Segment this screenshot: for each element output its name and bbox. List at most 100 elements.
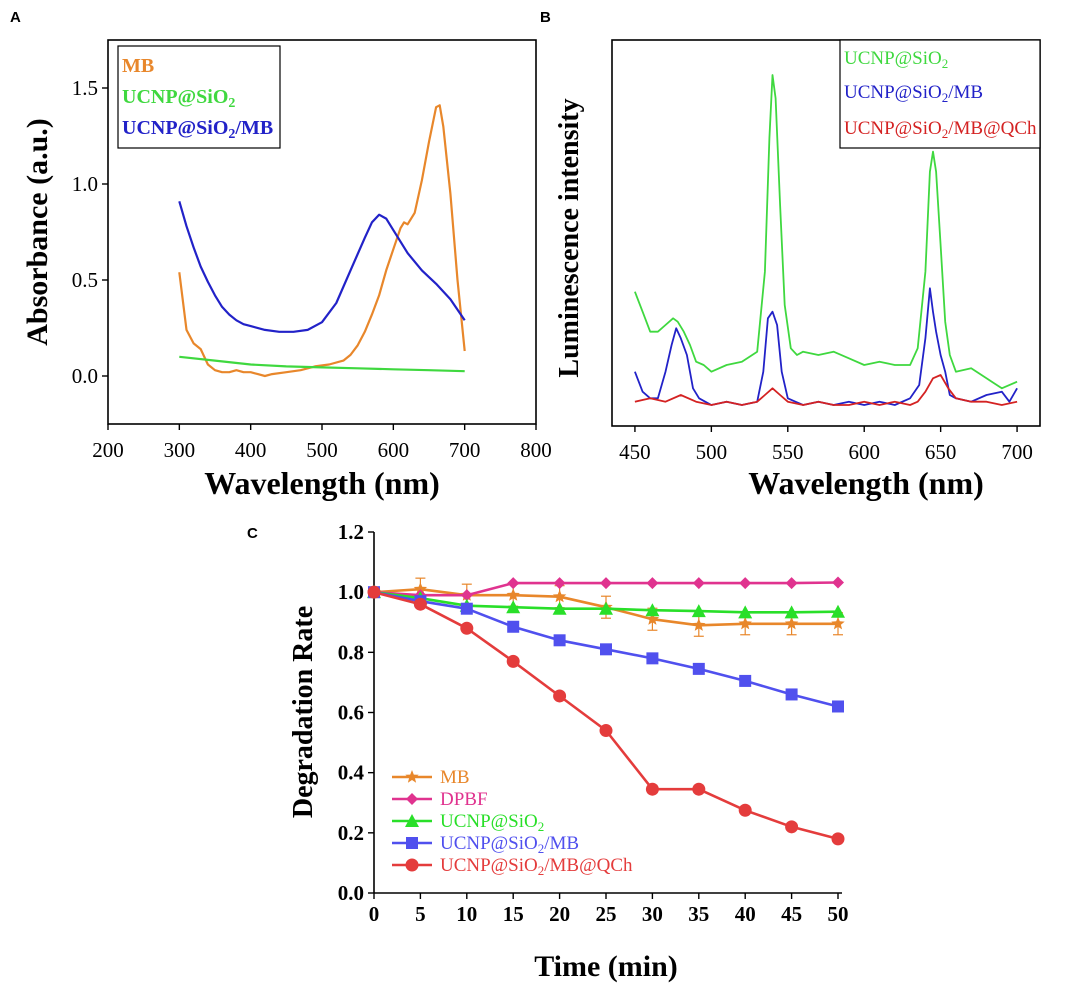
panel-b-x-tick-label: 500 (696, 440, 728, 464)
panel-c-point-dpbf (692, 577, 705, 590)
panel-b-series-ucnp-sio2-mb (634, 287, 1018, 406)
panel-c-point-ucnp-sio2-mb-qch (785, 820, 799, 834)
panel-c-point-ucnp-sio2 (784, 605, 799, 619)
panel-c-point-ucnp-sio2-mb (600, 643, 612, 656)
panel-c: C 0 5 10 15 20 25 30 35 40 45 50 0.0 0.2 0.4 0.6 0.8 1.0… (247, 520, 849, 983)
panel-a-series-ucnp-sio2-mb (178, 200, 466, 333)
panel-b-x-tick-label: 600 (848, 440, 880, 464)
panel-c-x-tick-label: 40 (735, 902, 756, 926)
panel-a-x-tick-label: 200 (92, 438, 124, 462)
panel-b-x-title: Wavelength (nm) (748, 465, 984, 501)
panel-c-point-ucnp-sio2-mb-qch (506, 654, 520, 668)
panel-c-series (367, 576, 845, 846)
panel-c-point-ucnp-sio2-mb-qch (413, 597, 427, 611)
panel-c-point-mb (692, 618, 706, 631)
panel-b-legend-ucnp-sio2: UCNP@SiO2 (844, 48, 948, 71)
panel-c-point-ucnp-sio2 (552, 601, 567, 615)
panel-c-point-ucnp-sio2 (691, 604, 706, 618)
panel-c-point-ucnp-sio2 (738, 605, 753, 619)
panel-a-y-axis: 0.0 0.5 1.0 1.5 (72, 76, 108, 388)
panel-c-point-dpbf (646, 577, 659, 590)
panel-b-legend-box (839, 39, 1041, 149)
panel-a-series-mb (178, 104, 466, 378)
panel-c-point-ucnp-sio2-mb (553, 634, 566, 647)
panel-c-point-dpbf (600, 577, 612, 590)
panel-c-legend: MB DPBF UCNP@SiO2 UCNP@SiO2/MB UCNP@SiO2… (392, 767, 633, 878)
panel-c-y-tick-label: 0.0 (338, 881, 364, 905)
panel-c-point-dpbf (832, 576, 844, 589)
panel-a-label: A (10, 9, 21, 26)
panel-c-point-dpbf (739, 577, 752, 590)
panel-c-point-ucnp-sio2 (831, 604, 845, 618)
panel-a-y-tick-label: 0.5 (72, 268, 98, 292)
panel-a-x-tick-label: 600 (378, 438, 410, 462)
panel-c-legend-ucnp-sio2-mb-qch: UCNP@SiO2/MB@QCh (440, 855, 633, 878)
panel-c-x-tick-label: 0 (369, 902, 380, 926)
panel-c-point-ucnp-sio2-mb (460, 602, 473, 615)
panel-c-point-mb (552, 589, 567, 603)
panel-c-point-mb (738, 616, 752, 630)
panel-a-x-tick-label: 500 (306, 438, 338, 462)
panel-c-point-mb (831, 616, 845, 630)
panel-c-point-ucnp-sio2-mb (785, 688, 798, 701)
panel-b-frame (611, 39, 1041, 427)
panel-a-series-ucnp-sio2 (179, 355, 465, 373)
panel-c-legend-marker-ucnp-sio2-mb-qch (405, 858, 419, 872)
panel-c-x-tick-label: 50 (828, 902, 849, 926)
panel-c-point-ucnp-sio2-mb (507, 620, 520, 633)
panel-c-x-tick-label: 45 (781, 902, 802, 926)
panel-b-x-tick-label: 450 (619, 440, 651, 464)
panel-a-y-title: Absorbance (a.u.) (21, 118, 54, 346)
panel-a-legend-mb: MB (122, 55, 154, 77)
panel-c-point-ucnp-sio2 (599, 601, 613, 615)
panel-a-x-tick-label: 400 (235, 438, 267, 462)
panel-b-series-ucnp-sio2 (634, 74, 1018, 390)
panel-c-legend-marker-mb (405, 770, 419, 783)
panel-c-point-dpbf (460, 589, 473, 602)
panel-a-x-title: Wavelength (nm) (204, 465, 440, 501)
panel-c-legend-dpbf: DPBF (440, 789, 488, 810)
panel-a-x-axis: 200 300 400 500 600 700 800 (92, 424, 552, 462)
panel-b-series-ucnp-sio2-mb-qch (634, 374, 1018, 406)
panel-c-point-mb (413, 582, 428, 595)
panel-c-legend-marker-ucnp-sio2-mb (406, 837, 418, 849)
panel-c-point-ucnp-sio2-mb (646, 652, 659, 665)
panel-a-y-tick-label: 0.0 (72, 364, 98, 388)
panel-a: A 200 300 400 500 600 700 800 0.0 0.5 1.0 1.5 Wav… (10, 9, 552, 501)
panel-c-point-ucnp-sio2-mb (832, 700, 844, 713)
panel-a-x-tick-label: 700 (449, 438, 481, 462)
panel-c-point-ucnp-sio2-mb-qch (831, 832, 845, 846)
panel-b-legend-ucnp-sio2-mb: UCNP@SiO2/MB (844, 82, 983, 105)
panel-c-axes: 0 5 10 15 20 25 30 35 40 45 50 0.0 0.2 0.4 0.6 0.8 1.0 1.… (338, 520, 849, 926)
panel-b-series (634, 74, 1018, 406)
panel-c-point-ucnp-sio2 (645, 603, 660, 617)
panel-c-label: C (247, 525, 258, 542)
panel-c-point-ucnp-sio2-mb-qch (367, 585, 381, 599)
panel-c-x-tick-label: 15 (503, 902, 524, 926)
panel-b-legend-ucnp-sio2-mb-qch: UCNP@SiO2/MB@QCh (844, 118, 1037, 141)
panel-c-point-ucnp-sio2-mb-qch (460, 621, 474, 635)
panel-c-y-tick-label: 0.8 (338, 640, 364, 664)
panel-c-y-tick-label: 0.6 (338, 701, 364, 725)
panel-c-point-ucnp-sio2-mb-qch (553, 689, 567, 703)
panel-c-point-ucnp-sio2-mb-qch (645, 782, 659, 796)
panel-c-y-tick-label: 1.2 (338, 520, 364, 544)
panel-c-point-dpbf (553, 577, 566, 590)
panel-c-y-tick-label: 1.0 (338, 580, 364, 604)
panel-c-point-mb (645, 612, 660, 625)
panel-c-x-tick-label: 25 (596, 902, 617, 926)
panel-c-point-dpbf (785, 577, 798, 590)
panel-a-legend-box (117, 45, 281, 149)
panel-b-y-title: Luminescence intensity (554, 98, 585, 377)
panel-c-x-tick-label: 10 (456, 902, 477, 926)
panel-c-point-ucnp-sio2-mb (739, 674, 752, 687)
panel-c-point-ucnp-sio2-mb-qch (599, 724, 613, 738)
panel-b-x-axis: 450 500 550 600 650 700 (619, 426, 1033, 464)
panel-a-legend-ucnp-sio2-mb: UCNP@SiO2/MB (122, 117, 273, 142)
panel-c-x-tick-label: 20 (549, 902, 570, 926)
panel-c-legend-marker-ucnp-sio2 (405, 814, 419, 827)
panel-c-x-tick-label: 5 (415, 902, 426, 926)
panel-c-point-ucnp-sio2-mb (692, 662, 705, 675)
panel-c-point-mb (784, 616, 799, 630)
